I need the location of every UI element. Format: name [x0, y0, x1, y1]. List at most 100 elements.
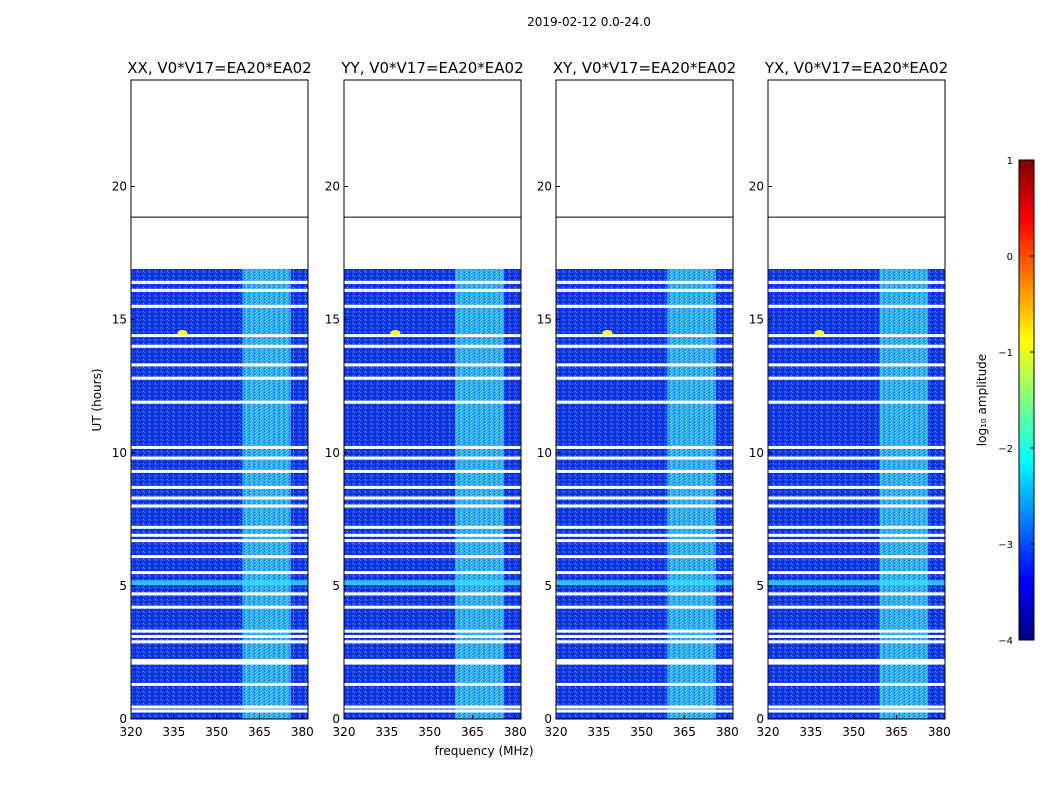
- x-tick-label: 350: [842, 725, 865, 739]
- flagged-row: [344, 709, 521, 713]
- y-tick-label: 10: [537, 446, 552, 460]
- flagged-row: [344, 555, 521, 559]
- colorbar-tick-label: −1: [998, 348, 1013, 359]
- flagged-row: [768, 640, 945, 644]
- flagged-row: [344, 469, 521, 473]
- colorbar-tick-label: 0: [1007, 252, 1013, 263]
- flagged-row: [131, 571, 308, 575]
- flagged-row: [131, 363, 308, 367]
- x-tick-label: 320: [545, 725, 568, 739]
- flagged-row: [131, 592, 308, 596]
- flagged-row: [344, 661, 521, 665]
- flagged-row: [556, 605, 733, 609]
- flagged-row: [768, 363, 945, 367]
- flagged-row: [131, 469, 308, 473]
- y-tick-label: 15: [537, 313, 552, 327]
- flagged-row: [344, 304, 521, 308]
- flagged-row: [131, 334, 308, 338]
- flagged-row: [344, 705, 521, 709]
- flagged-row: [131, 539, 308, 543]
- flagged-row: [556, 496, 733, 500]
- flagged-row: [768, 456, 945, 460]
- flagged-row: [131, 629, 308, 633]
- panel-frame: [343, 79, 522, 720]
- flagged-row: [768, 533, 945, 537]
- flagged-row: [556, 280, 733, 284]
- flagged-row: [768, 571, 945, 575]
- panel-frame: [130, 79, 309, 720]
- flagged-row: [768, 629, 945, 633]
- flagged-row: [131, 445, 308, 449]
- flagged-row: [768, 400, 945, 404]
- flagged-row: [768, 709, 945, 713]
- flagged-row: [768, 376, 945, 380]
- flagged-row: [131, 456, 308, 460]
- flagged-row: [556, 592, 733, 596]
- x-tick-label: 350: [630, 725, 653, 739]
- flagged-row: [131, 344, 308, 348]
- bright-row: [768, 580, 945, 586]
- panel-xy: XY, V0*V17=EA20*EA02 320 335 350 365 380 0 5 10 1…: [537, 59, 739, 739]
- flagged-row: [344, 629, 521, 633]
- flagged-row: [344, 640, 521, 644]
- flagged-row: [556, 571, 733, 575]
- bright-spot: [814, 329, 825, 336]
- flagged-row: [344, 363, 521, 367]
- y-tick-label: 0: [544, 712, 552, 726]
- flagged-row: [131, 376, 308, 380]
- flagged-row: [556, 376, 733, 380]
- flagged-row: [344, 485, 521, 489]
- flagged-row: [768, 445, 945, 449]
- y-tick-label: 15: [112, 313, 127, 327]
- y-axis-label: UT (hours): [90, 368, 104, 431]
- x-tick-label: 350: [418, 725, 441, 739]
- y-tick-label: 0: [119, 712, 127, 726]
- rfi-band: [455, 269, 504, 719]
- flagged-row: [131, 634, 308, 638]
- flagged-row: [556, 682, 733, 686]
- x-tick-label: 335: [162, 725, 185, 739]
- flagged-row: [344, 658, 521, 662]
- rfi-band: [667, 269, 716, 719]
- flagged-row: [131, 288, 308, 292]
- x-tick-label: 380: [504, 725, 527, 739]
- flagged-row: [344, 376, 521, 380]
- flagged-row: [556, 533, 733, 537]
- flagged-row: [131, 304, 308, 308]
- panel-title: YX, V0*V17=EA20*EA02: [764, 59, 948, 77]
- bright-spot: [177, 329, 188, 336]
- panel-frame: [555, 79, 734, 720]
- flagged-row: [556, 304, 733, 308]
- flagged-row: [768, 682, 945, 686]
- y-tick-label: 15: [749, 313, 764, 327]
- flagged-row: [344, 496, 521, 500]
- flagged-row: [768, 504, 945, 508]
- y-tick-label: 5: [332, 579, 340, 593]
- flagged-row: [344, 288, 521, 292]
- flagged-row: [131, 640, 308, 644]
- y-tick-label: 10: [112, 446, 127, 460]
- flagged-row: [556, 469, 733, 473]
- flagged-row: [556, 525, 733, 529]
- flagged-row: [131, 705, 308, 709]
- x-tick-label: 320: [757, 725, 780, 739]
- y-tick-label: 10: [749, 446, 764, 460]
- flagged-row: [556, 539, 733, 543]
- flagged-row: [768, 280, 945, 284]
- y-tick-label: 5: [544, 579, 552, 593]
- panel-frame: [767, 79, 946, 720]
- flagged-row: [131, 533, 308, 537]
- flagged-row: [768, 539, 945, 543]
- flagged-row: [131, 525, 308, 529]
- flagged-row: [556, 485, 733, 489]
- flagged-row: [768, 525, 945, 529]
- flagged-row: [768, 344, 945, 348]
- flagged-row: [556, 456, 733, 460]
- flagged-row: [344, 334, 521, 338]
- bright-spot: [390, 329, 401, 336]
- flagged-row: [768, 592, 945, 596]
- flagged-row: [344, 456, 521, 460]
- flagged-row: [556, 400, 733, 404]
- flagged-row: [768, 304, 945, 308]
